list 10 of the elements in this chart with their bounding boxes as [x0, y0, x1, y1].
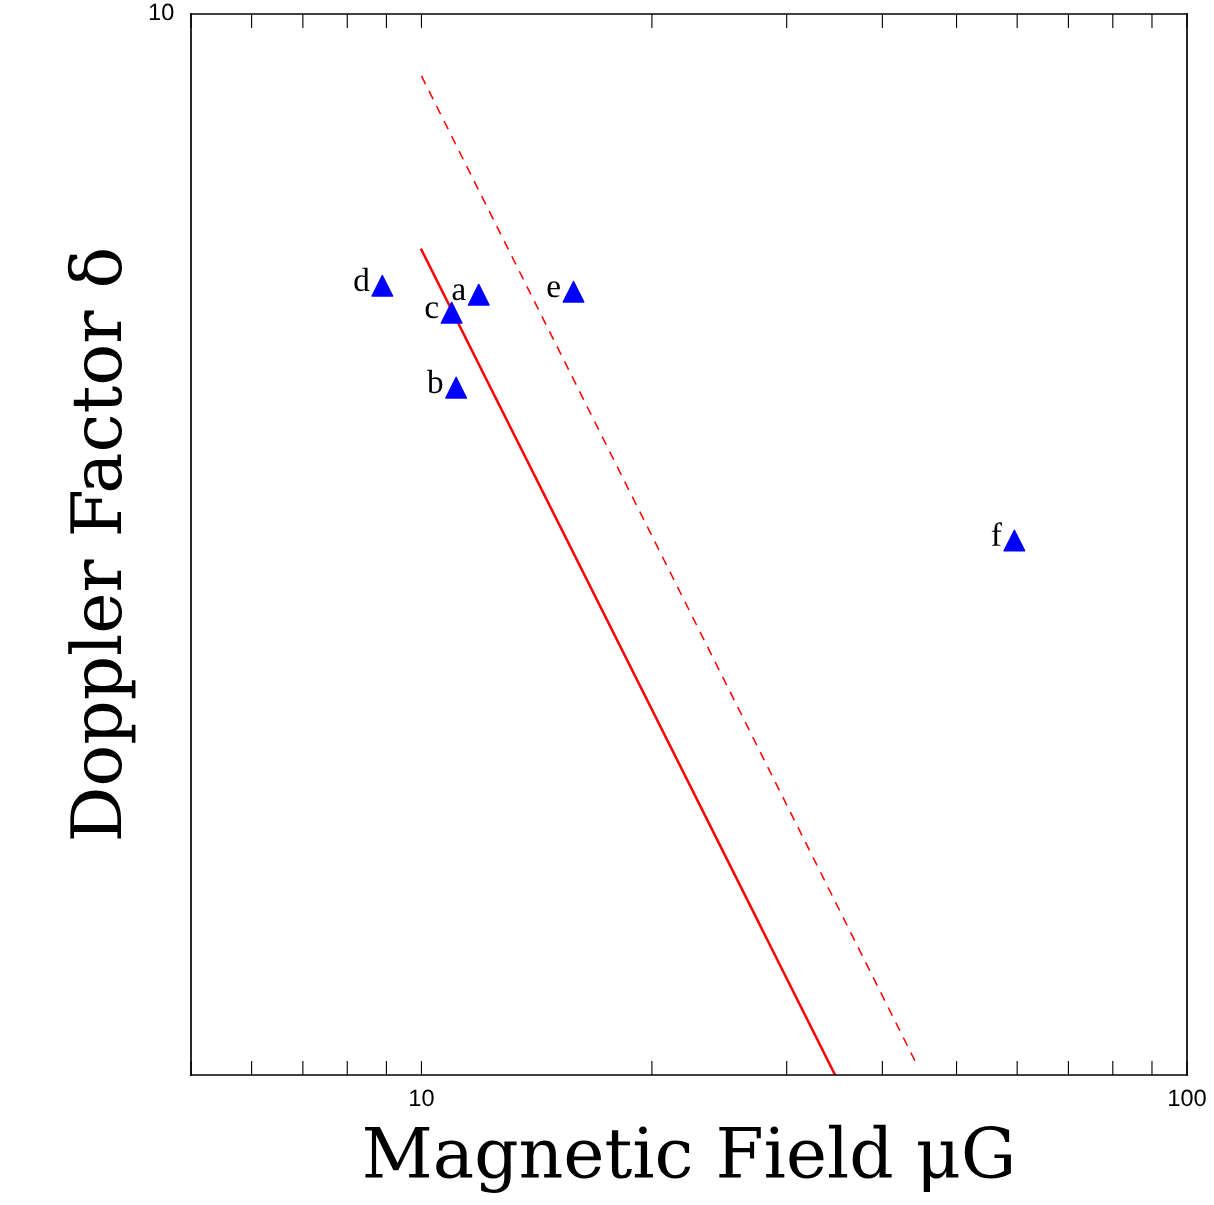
annotation: d	[354, 267, 370, 292]
y-axis-title: Doppler Factor δ	[67, 250, 136, 839]
x-axis-title: Magnetic Field μG	[365, 1124, 1011, 1193]
annotation: f	[991, 522, 1002, 546]
annotation: a	[452, 284, 466, 301]
text: 10	[149, 3, 174, 21]
annotation: b	[426, 369, 443, 394]
x-tick-label: 100	[1169, 1089, 1206, 1107]
annotation: e	[547, 281, 560, 298]
annotation: c	[425, 302, 439, 319]
